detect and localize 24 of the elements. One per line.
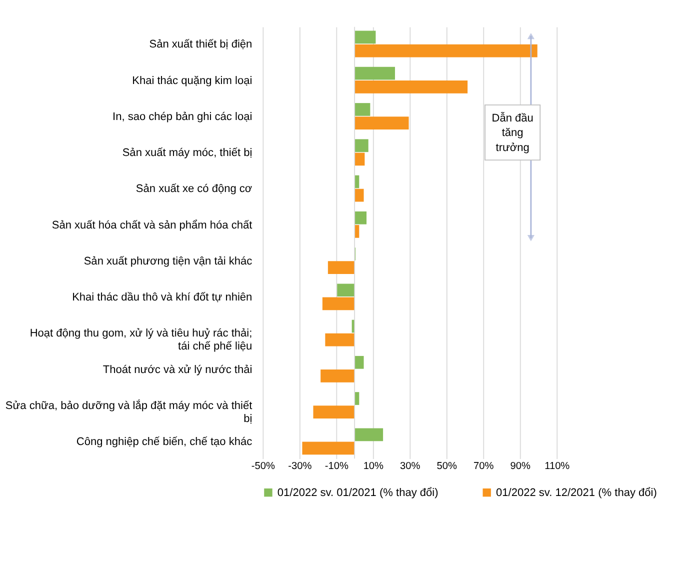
x-tick-label: 50% [436, 461, 458, 472]
y-tick-label: Hoạt động thu gom, xử lý và tiêu huỷ rác thải; tái chế phế liệu [30, 328, 252, 353]
y-tick-label: Công nghiệp chế biến, chế tạo khác [76, 436, 253, 448]
y-tick-label: Sản xuất thiết bị điện [149, 38, 252, 51]
y-tick-label: In, sao chép bản ghi các loại [112, 110, 252, 123]
y-tick-label: Sản xuất xe có động cơ [136, 183, 252, 196]
x-tick-label: 30% [400, 461, 420, 472]
y-tick-label: Sản xuất máy móc, thiết bị [122, 147, 252, 160]
legend-label: 01/2022 sv. 12/2021 (% thay đổi) [496, 487, 657, 500]
x-tick-label: -30% [288, 461, 312, 472]
y-tick-label: Sản xuất phương tiện vận tải khác [84, 255, 253, 268]
x-tick-label: 90% [510, 461, 531, 472]
y-tick-label: Khai thác dầu thô và khí đốt tự nhiên [72, 292, 252, 304]
x-tick-label: -10% [324, 461, 348, 472]
y-tick-label: Thoát nước và xử lý nước thải [102, 364, 252, 376]
legend-label: 01/2022 sv. 01/2021 (% thay đổi) [277, 487, 438, 500]
y-tick-label: Sửa chữa, bảo dưỡng và lắp đặt máy móc và thiết bị [5, 398, 252, 425]
x-tick-label: -50% [251, 461, 275, 472]
x-tick-label: 110% [544, 461, 570, 472]
y-tick-label: Sản xuất hóa chất và sản phẩm hóa chất [52, 219, 252, 232]
y-tick-label: Khai thác quặng kim loại [132, 74, 252, 87]
annotation: Dẫn đầu tăng trưởng [492, 111, 534, 154]
x-tick-label: 10% [363, 461, 384, 472]
x-tick-label: 70% [474, 461, 494, 472]
